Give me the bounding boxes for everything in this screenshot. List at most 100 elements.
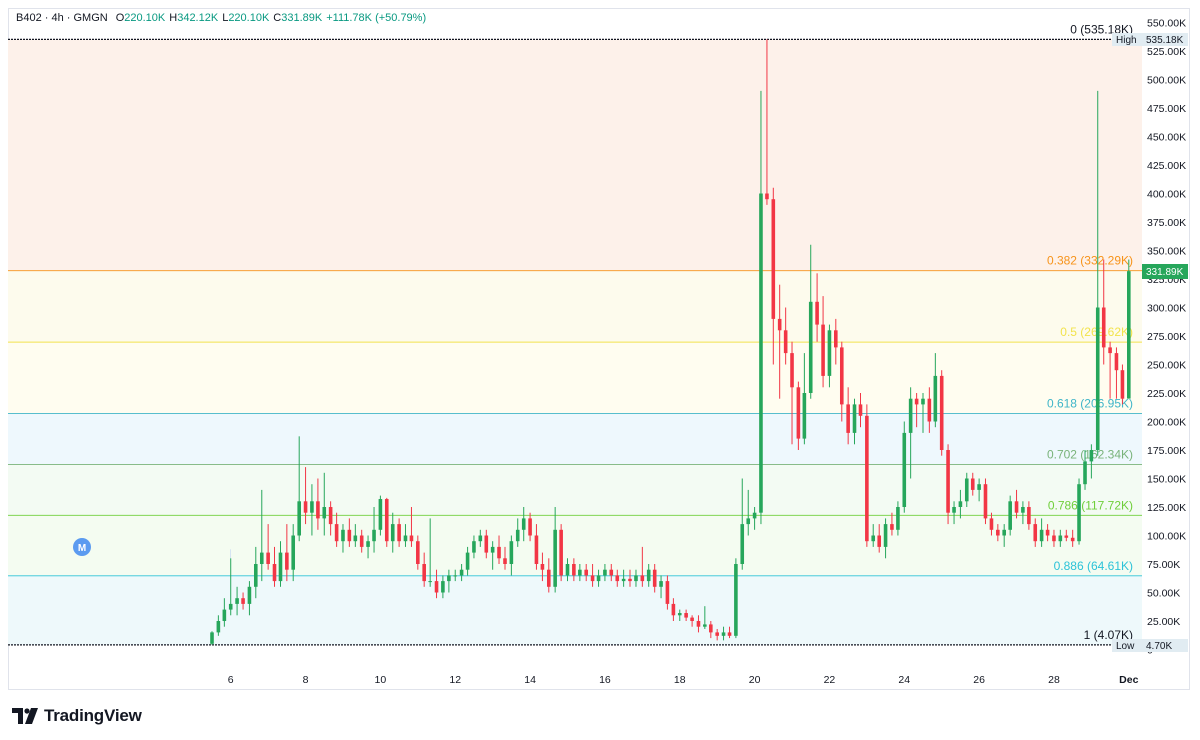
candle-body (210, 632, 214, 644)
candle (877, 524, 882, 553)
fib-bands (8, 39, 1142, 645)
y-tick-label: 400.00K (1147, 189, 1186, 201)
candle-body (259, 552, 264, 564)
x-tick-label: 12 (449, 674, 461, 686)
candle-body (247, 586, 252, 604)
candle (428, 518, 432, 587)
candle (964, 472, 969, 507)
candle (996, 524, 1000, 542)
candle (322, 472, 327, 536)
symbol-label[interactable]: B402 · 4h · GMGN (16, 12, 108, 24)
candle (715, 628, 719, 641)
candle (852, 398, 857, 445)
candle-body (447, 575, 451, 582)
candle (634, 569, 638, 587)
candle (409, 507, 414, 547)
candle (378, 495, 383, 536)
candle (484, 529, 489, 559)
candle (970, 472, 975, 496)
candle-body (366, 541, 370, 547)
candle (946, 444, 950, 525)
candle-body (1058, 535, 1063, 542)
price-axis[interactable]: 550.00K 525.00K 500.00K 475.00K 450.00K 425.0… (1147, 18, 1186, 657)
candle (447, 569, 451, 593)
candle (1089, 444, 1094, 479)
candle-body (347, 529, 352, 542)
change-value: +111.78K (+50.79%) (326, 12, 427, 24)
marker[interactable]: M (73, 538, 231, 559)
candle-body (734, 564, 738, 636)
candle-body (291, 535, 296, 570)
candle-body (877, 535, 882, 547)
fib-lines: 0 (535.18K)0.382 (332.29K)0.5 (269.62K)0… (8, 22, 1142, 646)
candle (384, 497, 389, 547)
candle (640, 546, 645, 587)
candle-body (1089, 450, 1094, 462)
candle (802, 353, 807, 445)
candle-body (834, 330, 838, 348)
tradingview-logo[interactable]: TradingView (12, 706, 142, 726)
candle-body (790, 353, 794, 388)
candle (677, 609, 682, 621)
candle (584, 564, 589, 582)
y-tick-label: 50.00K (1147, 588, 1180, 600)
candle (1077, 478, 1081, 545)
candle-body (983, 484, 988, 519)
candle-body (939, 375, 944, 450)
candle-body (384, 499, 389, 542)
candle-body (896, 507, 900, 530)
candle-body (540, 564, 545, 570)
candle-body (989, 518, 994, 530)
candle (902, 421, 907, 513)
candle (1101, 259, 1106, 365)
candle-body (459, 569, 464, 576)
candle (921, 393, 925, 433)
candle (310, 484, 314, 536)
fib-band (8, 413, 1142, 465)
candle-body (1101, 307, 1106, 348)
candle (347, 518, 352, 547)
x-tick-label: 20 (749, 674, 761, 686)
candle (834, 318, 838, 365)
candle-body (952, 507, 956, 513)
y-tick-label: 475.00K (1147, 103, 1186, 115)
candle-body (453, 575, 458, 577)
candle (896, 501, 900, 536)
y-tick-label: 525.00K (1147, 46, 1186, 58)
candle (291, 524, 296, 582)
candle-body (652, 569, 657, 587)
x-tick-label: Dec (1119, 674, 1138, 686)
x-tick-label: 10 (375, 674, 387, 686)
candle-body (372, 529, 376, 542)
candle-body (740, 524, 745, 564)
candle-body (715, 632, 719, 636)
candle (839, 341, 844, 422)
candle-body (378, 499, 383, 530)
open-value: 220.10K (124, 12, 166, 24)
candle (659, 575, 663, 599)
candle (353, 524, 358, 547)
candle (266, 524, 270, 570)
candle (777, 284, 782, 399)
candle-body (546, 569, 551, 587)
x-tick-label: 28 (1048, 674, 1060, 686)
candle (983, 478, 988, 525)
time-axis[interactable]: 6810121416182022242628Dec3 (228, 674, 1200, 686)
y-tick-label: 450.00K (1147, 132, 1186, 144)
candle-body (621, 578, 626, 582)
candle-body (553, 529, 557, 587)
candle (1083, 450, 1087, 490)
candle (871, 524, 876, 547)
candle-body (390, 524, 395, 542)
candle (1021, 501, 1025, 525)
candle-body (783, 330, 788, 354)
high-badge: High 535.18K (1112, 33, 1188, 46)
candle (559, 524, 563, 582)
candle-body (1014, 501, 1019, 513)
candle (521, 507, 526, 542)
candle-body (509, 541, 514, 564)
candle (497, 535, 501, 564)
candle (534, 524, 539, 570)
candle-body (1108, 347, 1112, 354)
